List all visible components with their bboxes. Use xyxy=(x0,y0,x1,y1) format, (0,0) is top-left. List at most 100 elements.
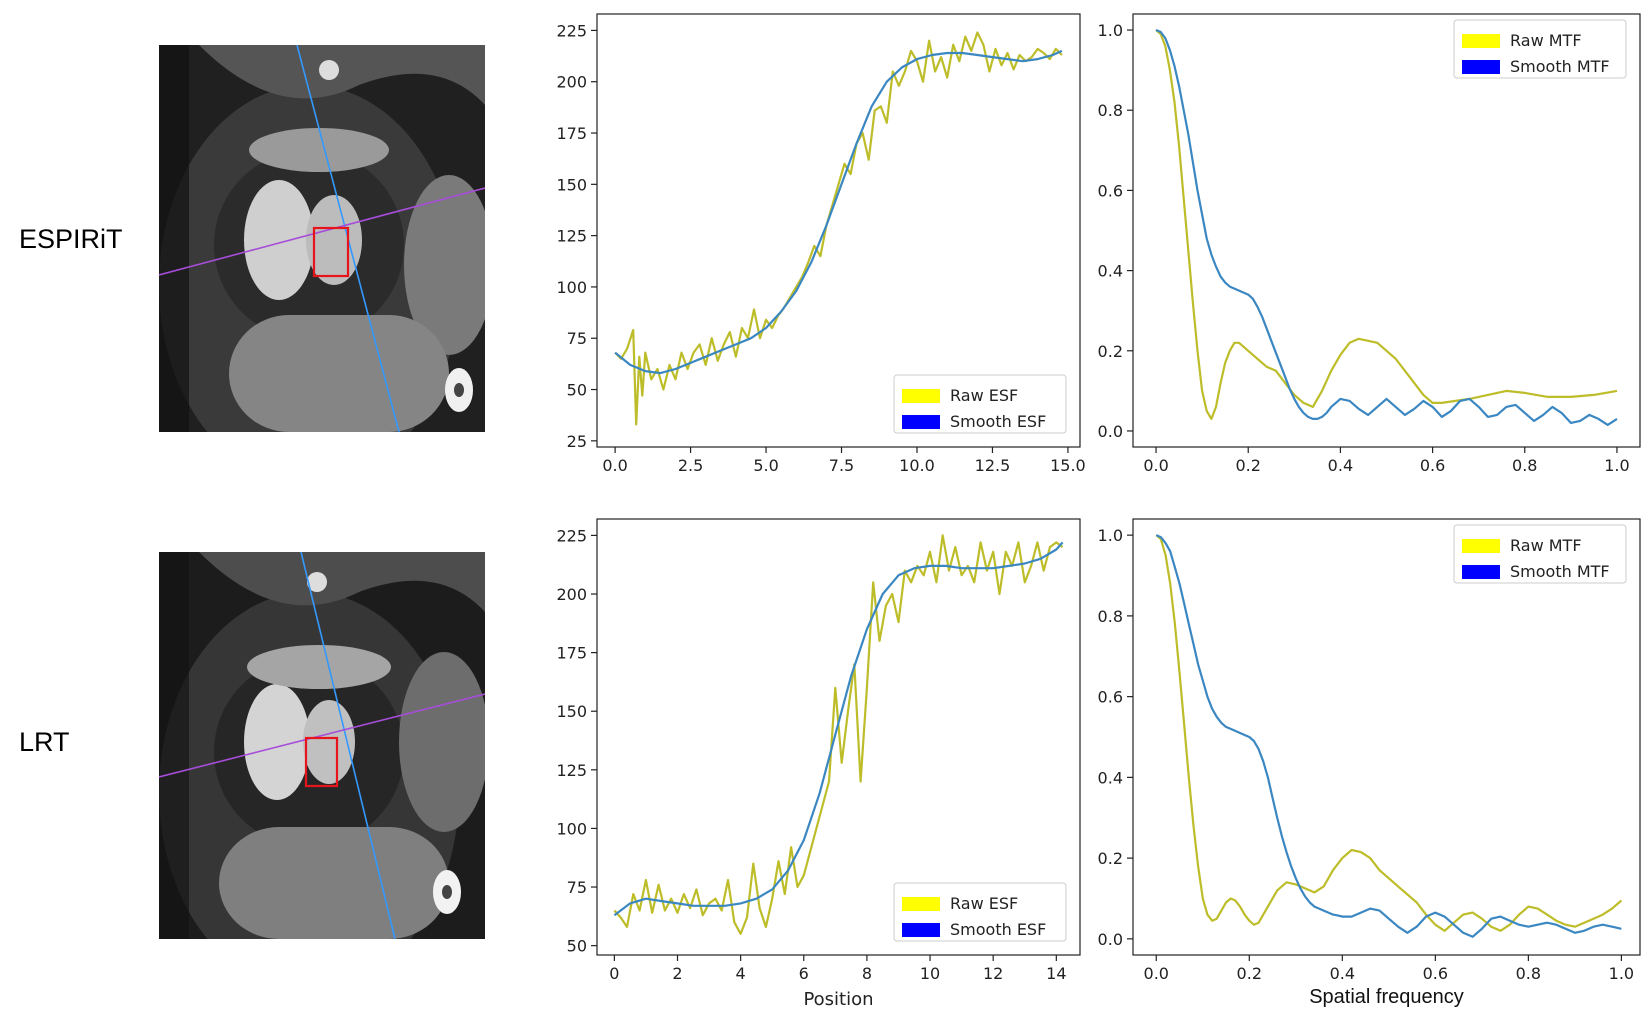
x-tick-label: 6 xyxy=(799,964,809,983)
y-tick-label: 125 xyxy=(556,761,587,780)
legend-swatch xyxy=(902,923,940,937)
series-line-raw-mtf xyxy=(1155,29,1618,420)
x-tick-label: 5.0 xyxy=(753,456,778,475)
x-tick-label: 12 xyxy=(983,964,1003,983)
y-tick-label: 100 xyxy=(556,278,587,297)
x-axis-label: Spatial frequency xyxy=(1309,986,1464,1008)
y-tick-label: 175 xyxy=(556,644,587,663)
legend-swatch xyxy=(1462,34,1500,48)
series-line-smooth-esf xyxy=(613,541,1064,917)
y-tick-label: 75 xyxy=(567,878,587,897)
x-tick-label: 8 xyxy=(862,964,872,983)
legend-swatch xyxy=(1462,565,1500,579)
x-tick-label: 0 xyxy=(609,964,619,983)
y-tick-label: 0.8 xyxy=(1098,607,1123,626)
legend-swatch xyxy=(1462,60,1500,74)
y-tick-label: 1.0 xyxy=(1098,21,1123,40)
x-axis-label: Position xyxy=(803,989,873,1010)
x-tick-label: 0.2 xyxy=(1236,456,1261,475)
legend-label: Raw MTF xyxy=(1510,536,1582,555)
x-tick-label: 10 xyxy=(920,964,940,983)
row-label-espirit: ESPIRiT xyxy=(19,224,123,254)
x-tick-label: 0.8 xyxy=(1512,456,1537,475)
profile-line-purple xyxy=(159,693,485,778)
x-tick-label: 14 xyxy=(1046,964,1066,983)
axes-frame xyxy=(596,518,1081,956)
legend-swatch xyxy=(902,415,940,429)
legend-label: Smooth MTF xyxy=(1510,57,1610,76)
legend: Raw ESF Smooth ESF xyxy=(893,374,1067,434)
series-line-smooth-mtf xyxy=(1155,534,1622,938)
series-line-raw-esf xyxy=(614,31,1063,426)
x-tick-label: 12.5 xyxy=(975,456,1011,475)
x-tick-label: 0.0 xyxy=(1143,456,1168,475)
y-tick-label: 0.0 xyxy=(1098,930,1123,949)
x-tick-label: 0.4 xyxy=(1328,456,1353,475)
series-line-smooth-mtf xyxy=(1155,28,1618,426)
legend: Raw MTF Smooth MTF xyxy=(1453,524,1627,584)
x-tick-label: 1.0 xyxy=(1609,964,1634,983)
roi-box xyxy=(312,226,350,278)
x-tick-label: 0.4 xyxy=(1330,964,1355,983)
profile-line-purple xyxy=(159,187,485,276)
x-tick-label: 2 xyxy=(672,964,682,983)
y-tick-label: 200 xyxy=(556,585,587,604)
mri-image-espirit xyxy=(159,45,485,432)
legend-label: Smooth ESF xyxy=(950,412,1046,431)
y-tick-label: 150 xyxy=(556,175,587,194)
axes-frame xyxy=(1132,518,1641,956)
row-label-lrt: LRT xyxy=(19,727,70,757)
axes-frame xyxy=(1132,13,1641,448)
x-tick-label: 0.6 xyxy=(1420,456,1445,475)
y-tick-label: 0.4 xyxy=(1098,262,1123,281)
profile-line-blue xyxy=(300,552,396,939)
x-tick-label: 0.0 xyxy=(1144,964,1169,983)
y-tick-label: 125 xyxy=(556,227,587,246)
x-tick-label: 2.5 xyxy=(678,456,703,475)
y-tick-label: 100 xyxy=(556,819,587,838)
y-tick-label: 0.0 xyxy=(1098,422,1123,441)
y-tick-label: 0.6 xyxy=(1098,181,1123,200)
legend-label: Raw MTF xyxy=(1510,31,1582,50)
y-tick-label: 175 xyxy=(556,124,587,143)
legend-swatch xyxy=(902,389,940,403)
y-tick-label: 50 xyxy=(567,381,587,400)
x-tick-label: 1.0 xyxy=(1604,456,1629,475)
legend-swatch xyxy=(902,897,940,911)
chart-panel-1: 0.0 0.2 0.4 0.6 0.8 1.0 0.0 0.2 0.4 0.6 0.8 1.0 Raw … xyxy=(1098,13,1641,475)
legend-label: Smooth MTF xyxy=(1510,562,1610,581)
y-tick-label: 50 xyxy=(567,937,587,956)
y-tick-label: 150 xyxy=(556,702,587,721)
x-tick-label: 0.8 xyxy=(1516,964,1541,983)
chart-panel-0: 0.0 2.5 5.0 7.5 10.0 12.5 15.0 25 50 75 100 125 150 1… xyxy=(556,13,1086,475)
legend: Raw ESF Smooth ESF xyxy=(893,882,1067,942)
y-tick-label: 75 xyxy=(567,329,587,348)
y-tick-label: 200 xyxy=(556,73,587,92)
series-line-raw-mtf xyxy=(1155,534,1623,932)
y-tick-label: 0.8 xyxy=(1098,101,1123,120)
x-tick-label: 4 xyxy=(736,964,746,983)
legend: Raw MTF Smooth MTF xyxy=(1453,19,1627,79)
y-tick-label: 0.6 xyxy=(1098,688,1123,707)
series-line-raw-esf xyxy=(613,534,1064,936)
legend-swatch xyxy=(1462,539,1500,553)
legend-label: Raw ESF xyxy=(950,894,1018,913)
axes-frame xyxy=(596,13,1081,448)
y-tick-label: 1.0 xyxy=(1098,526,1123,545)
legend-label: Smooth ESF xyxy=(950,920,1046,939)
legend-label: Raw ESF xyxy=(950,386,1018,405)
y-tick-label: 225 xyxy=(556,21,587,40)
chart-panel-2: 0 2 4 6 8 10 12 14 50 75 100 125 150 175 200 225 Positio… xyxy=(556,518,1081,1010)
chart-panel-3: 0.0 0.2 0.4 0.6 0.8 1.0 0.0 0.2 0.4 0.6 0.8 1.0 Spat… xyxy=(1098,518,1641,1008)
x-tick-label: 0.2 xyxy=(1237,964,1262,983)
mri-image-lrt xyxy=(159,552,485,939)
y-tick-label: 0.2 xyxy=(1098,849,1123,868)
y-tick-label: 225 xyxy=(556,526,587,545)
y-tick-label: 25 xyxy=(567,432,587,451)
x-tick-label: 0.0 xyxy=(602,456,627,475)
x-tick-label: 0.6 xyxy=(1423,964,1448,983)
roi-box xyxy=(304,736,339,788)
series-line-smooth-esf xyxy=(614,49,1063,375)
y-tick-label: 0.2 xyxy=(1098,342,1123,361)
